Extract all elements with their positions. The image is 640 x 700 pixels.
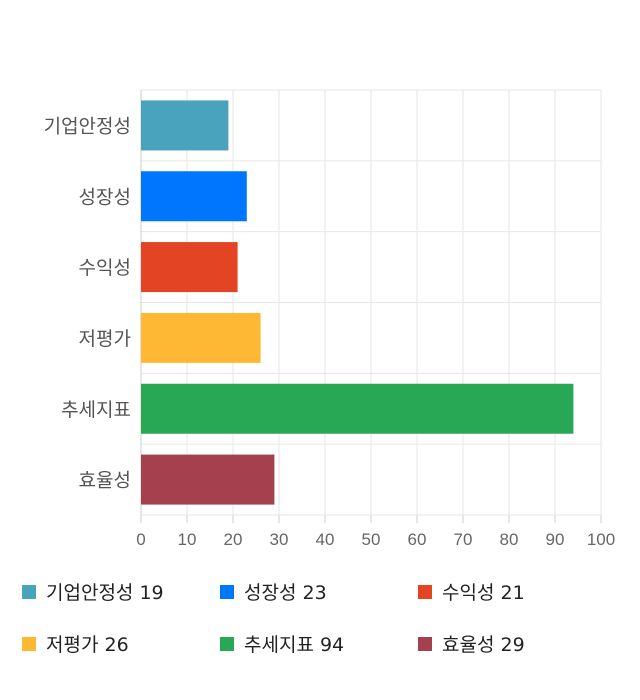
x-tick-label: 0	[136, 530, 145, 549]
x-tick-label: 10	[178, 530, 197, 549]
x-tick-label: 90	[546, 530, 565, 549]
bar	[141, 100, 229, 151]
legend-item[interactable]: 저평가 26	[22, 630, 129, 657]
bar-chart: 0 10 20 30 40 50 60 70 80 90 100 기업안정성성장성수익성저평가추세지표…	[44, 89, 615, 549]
y-tick-label: 수익성	[79, 257, 131, 279]
legend-swatch	[220, 584, 234, 599]
legend-label: 저평가 26	[46, 634, 129, 656]
bar	[141, 383, 574, 434]
legend-label: 기업안정성 19	[46, 582, 164, 604]
x-tick-label: 70	[454, 530, 473, 549]
bar	[141, 454, 275, 505]
legend-item[interactable]: 추세지표 94	[220, 630, 344, 657]
x-tick-label: 20	[224, 530, 243, 549]
x-tick-label: 80	[500, 530, 519, 549]
legend-label: 성장성 23	[244, 582, 327, 604]
y-tick-label: 기업안정성	[44, 115, 131, 137]
legend-label: 효율성 29	[442, 634, 525, 656]
y-tick-label: 저평가	[79, 328, 131, 350]
x-tick-label: 100	[587, 530, 615, 549]
legend-item[interactable]: 효율성 29	[418, 630, 525, 657]
y-tick-label: 효율성	[79, 470, 131, 492]
y-tick-label: 추세지표	[61, 399, 131, 421]
bar	[141, 242, 238, 293]
legend-swatch	[22, 584, 36, 599]
legend-swatch	[418, 584, 432, 599]
legend-item[interactable]: 성장성 23	[220, 578, 327, 605]
legend-item[interactable]: 기업안정성 19	[22, 578, 164, 605]
y-tick-label: 성장성	[79, 186, 131, 208]
x-tick-label: 60	[408, 530, 427, 549]
legend-label: 추세지표 94	[244, 634, 345, 656]
legend-swatch	[418, 636, 432, 651]
legend-label: 수익성 21	[442, 582, 525, 604]
x-tick-label: 30	[270, 530, 289, 549]
x-tick-label: 50	[362, 530, 381, 549]
x-tick-label: 40	[316, 530, 335, 549]
legend-swatch	[220, 636, 234, 651]
bar	[141, 171, 247, 222]
legend-item[interactable]: 수익성 21	[418, 578, 525, 605]
legend-swatch	[22, 636, 36, 651]
bar	[141, 312, 261, 363]
